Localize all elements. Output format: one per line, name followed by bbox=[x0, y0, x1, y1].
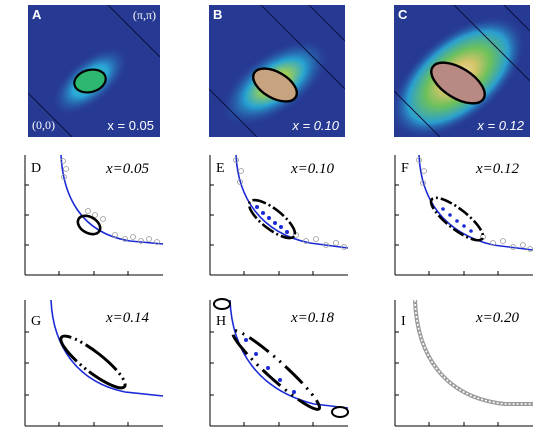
pocket-contour-f bbox=[429, 196, 485, 242]
pocket-contour-h bbox=[230, 329, 322, 411]
corner-label-origin: (0,0) bbox=[32, 118, 55, 132]
axes-g bbox=[24, 300, 163, 427]
axes-f bbox=[394, 155, 533, 276]
doping-label-c: x = 0.12 bbox=[477, 118, 524, 133]
corner-label-pi-pi: (π,π) bbox=[132, 8, 156, 22]
scatter-points-f bbox=[416, 157, 533, 252]
panel-letter-a: A bbox=[32, 7, 42, 22]
panel-b-heatmap: B x = 0.10 bbox=[209, 5, 345, 137]
panel-a-heatmap: A (π,π) (0,0) x = 0.05 bbox=[28, 5, 160, 137]
doping-label-f: x=0.12 bbox=[475, 161, 519, 177]
panel-letter-f: F bbox=[401, 161, 409, 176]
pocket-contour-d bbox=[76, 214, 102, 236]
axes-h bbox=[209, 300, 348, 427]
panel-c-heatmap: C x = 0.12 bbox=[394, 5, 530, 137]
blue-points-h bbox=[244, 338, 296, 394]
panel-letter-d: D bbox=[31, 161, 42, 176]
panel-h: H x=0.18 bbox=[209, 298, 349, 427]
axes-d bbox=[24, 155, 163, 276]
fermi-pocket-b bbox=[252, 67, 298, 103]
doping-label-e: x=0.10 bbox=[290, 161, 334, 177]
panel-f: F x=0.12 bbox=[394, 154, 534, 276]
panel-d: D x=0.05 bbox=[24, 154, 164, 276]
panel-g: G x=0.14 bbox=[24, 299, 164, 427]
corner-pocket-h-top bbox=[213, 298, 231, 310]
panel-letter-e: E bbox=[216, 161, 225, 176]
pocket-contour-e bbox=[247, 198, 297, 240]
corner-pocket-h-bottom bbox=[331, 406, 349, 418]
panel-letter-c: C bbox=[398, 7, 408, 22]
doping-label-a: x = 0.05 bbox=[107, 118, 154, 133]
doping-label-d: x=0.05 bbox=[105, 161, 149, 177]
scatter-points-e bbox=[233, 157, 347, 250]
doping-label-h: x=0.18 bbox=[290, 310, 334, 326]
panel-letter-b: B bbox=[213, 7, 223, 22]
axes-e bbox=[209, 155, 348, 276]
panel-letter-g: G bbox=[31, 314, 42, 329]
fermi-pocket-c bbox=[430, 61, 486, 105]
doping-label-g: x=0.14 bbox=[105, 310, 149, 326]
blue-points-f bbox=[441, 207, 473, 233]
doping-label-b: x = 0.10 bbox=[292, 118, 339, 133]
scatter-points-d bbox=[60, 158, 160, 245]
panel-letter-i: I bbox=[401, 314, 406, 329]
axes-i bbox=[394, 300, 533, 427]
pocket-contour-g bbox=[59, 334, 127, 390]
blue-points-e bbox=[255, 205, 289, 234]
panel-letter-h: H bbox=[216, 314, 227, 329]
panel-e: E x=0.10 bbox=[209, 154, 349, 276]
panel-i: I x=0.20 bbox=[394, 299, 533, 427]
doping-label-i: x=0.20 bbox=[475, 310, 519, 326]
fermi-pocket-a bbox=[73, 68, 107, 94]
